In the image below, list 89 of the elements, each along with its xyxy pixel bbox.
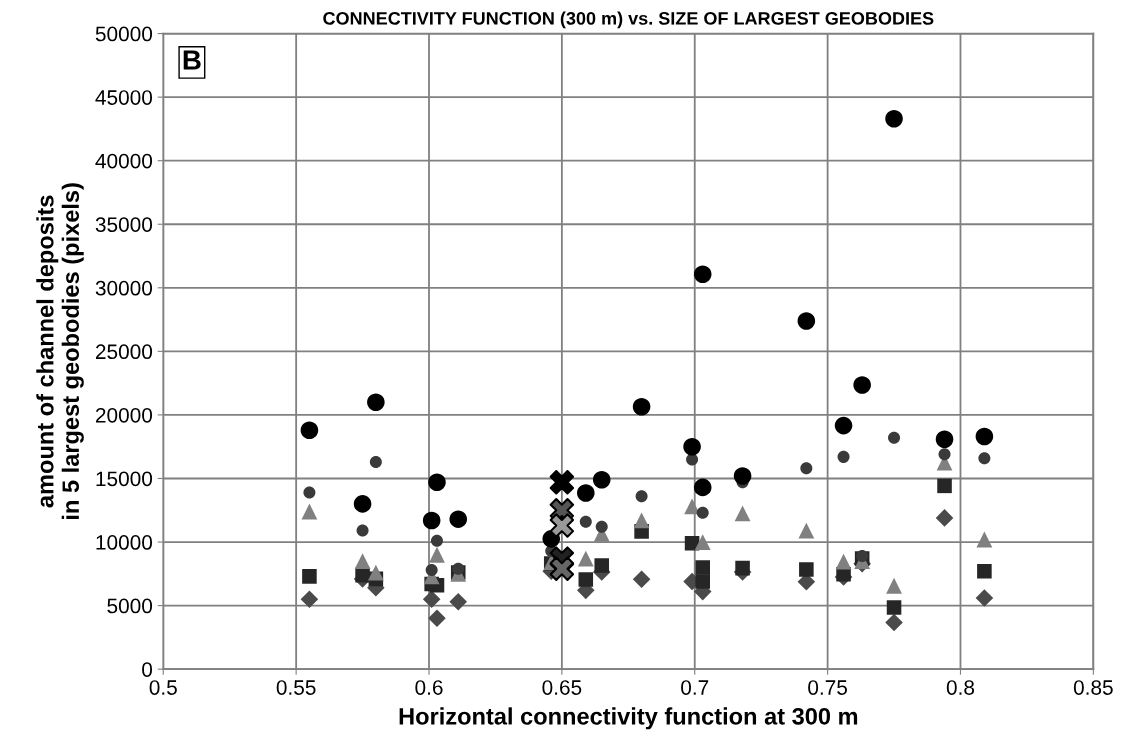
point bbox=[592, 470, 611, 489]
point bbox=[303, 486, 316, 499]
point bbox=[428, 609, 446, 628]
point bbox=[694, 534, 711, 550]
point bbox=[975, 427, 994, 446]
point bbox=[935, 430, 954, 449]
point bbox=[735, 560, 750, 576]
point bbox=[885, 613, 903, 632]
point bbox=[837, 450, 850, 463]
point bbox=[695, 574, 710, 589]
point bbox=[834, 416, 853, 435]
y-tick-label: 45000 bbox=[95, 90, 153, 105]
point bbox=[429, 546, 445, 563]
y-tick-label: 25000 bbox=[95, 344, 153, 360]
x-tick-label: 0.55 bbox=[276, 680, 316, 695]
point bbox=[452, 562, 465, 575]
point bbox=[578, 572, 594, 587]
x-tick-label: 0.6 bbox=[415, 680, 443, 695]
point bbox=[353, 495, 372, 513]
x-tick-label: 0.65 bbox=[542, 680, 582, 695]
point bbox=[886, 577, 902, 594]
point bbox=[885, 109, 903, 128]
y-tick-label: 5000 bbox=[107, 598, 153, 614]
point bbox=[977, 564, 992, 579]
point bbox=[367, 393, 385, 411]
annotation: B bbox=[183, 50, 201, 70]
y-tick-label: 35000 bbox=[95, 217, 153, 232]
point bbox=[937, 478, 952, 494]
point bbox=[733, 467, 752, 485]
point bbox=[300, 421, 319, 439]
point bbox=[367, 564, 384, 581]
point bbox=[695, 560, 710, 575]
point bbox=[300, 590, 319, 609]
point bbox=[354, 553, 371, 570]
y-tick-label: 0 bbox=[142, 662, 153, 677]
point bbox=[935, 509, 954, 527]
point bbox=[425, 564, 438, 577]
point bbox=[449, 510, 468, 528]
point bbox=[684, 536, 700, 551]
point bbox=[635, 490, 648, 503]
y-tick-label: 30000 bbox=[95, 280, 153, 296]
x-tick-label: 0.8 bbox=[946, 680, 975, 695]
point bbox=[976, 531, 993, 548]
x-tick-label: 0.7 bbox=[681, 680, 709, 695]
point bbox=[428, 473, 446, 492]
point bbox=[430, 534, 443, 547]
point bbox=[938, 448, 951, 461]
point bbox=[978, 452, 991, 465]
point bbox=[734, 505, 751, 522]
point bbox=[800, 462, 813, 475]
y-tick-label: 20000 bbox=[95, 407, 153, 423]
y-tick-label: 10000 bbox=[96, 535, 153, 550]
point bbox=[632, 398, 651, 416]
x-tick-label: 0.85 bbox=[1073, 680, 1113, 695]
point bbox=[693, 478, 712, 497]
point bbox=[835, 553, 852, 570]
point bbox=[422, 511, 441, 530]
point bbox=[683, 437, 701, 456]
y-tick-label: 40000 bbox=[95, 153, 153, 169]
point bbox=[886, 600, 902, 615]
point bbox=[595, 520, 608, 533]
y-axis-title: amount of channel deposits in 5 largest geobodies (pixels) bbox=[36, 183, 84, 519]
point bbox=[302, 569, 317, 584]
point bbox=[579, 515, 592, 528]
point bbox=[356, 524, 369, 537]
point bbox=[632, 570, 651, 589]
point bbox=[798, 522, 815, 539]
point bbox=[696, 506, 709, 519]
point bbox=[693, 265, 712, 283]
point bbox=[577, 550, 594, 567]
point bbox=[684, 498, 700, 515]
point bbox=[369, 455, 382, 468]
chart-title: CONNECTIVITY FUNCTION (300 m) vs. SIZE OF LARGEST GEOBODIES bbox=[323, 11, 934, 29]
point bbox=[449, 593, 468, 611]
point bbox=[799, 562, 814, 577]
point bbox=[594, 558, 610, 573]
point bbox=[797, 312, 816, 330]
point bbox=[975, 589, 994, 607]
point bbox=[888, 431, 901, 444]
point bbox=[422, 590, 441, 609]
y-tick-label: 15000 bbox=[96, 471, 153, 487]
point bbox=[633, 512, 650, 529]
x-tick-label: 0.75 bbox=[808, 680, 848, 695]
x-axis-title: Horizontal connectivity function at 300 m bbox=[399, 707, 858, 730]
x-tick-label: 0.5 bbox=[149, 680, 177, 695]
y-tick-label: 50000 bbox=[95, 26, 153, 42]
point bbox=[853, 376, 871, 394]
point bbox=[577, 484, 595, 502]
point bbox=[301, 503, 318, 520]
